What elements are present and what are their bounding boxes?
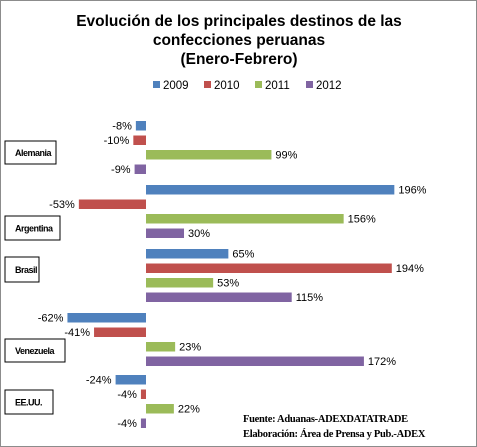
data-label-eeuu-2009: -24% [86,375,112,387]
category-box-brasil [4,256,40,283]
bar-venezuela-2012 [146,356,364,366]
category-label-brasil: Brasil [15,265,37,275]
bar-eeuu-2011 [146,404,174,414]
data-label-venezuela-2012: 172% [368,356,396,368]
data-label-venezuela-2011: 23% [179,342,201,354]
data-label-alemania-2010: -10% [104,135,130,147]
legend-label-2009: 2009 [163,80,189,92]
data-label-brasil-2012: 115% [296,292,324,304]
legend-swatch-2012 [306,81,313,88]
category-label-alemania: Alemania [15,148,53,158]
bar-brasil-2011 [146,278,214,288]
data-label-venezuela-2009: -62% [38,313,64,325]
data-label-brasil-2009: 65% [232,249,254,261]
chart-title-line-1: Evolución de los principales destinos de… [76,13,402,30]
source-line-1: Fuente: Aduanas-ADEXDATATRADE [243,414,408,425]
category-box-venezuela [4,338,66,363]
category-label-venezuela: Venezuela [15,346,56,356]
bar-argentina-2009 [146,185,395,195]
legend-swatch-2009 [153,81,160,88]
bar-eeuu-2012 [140,418,146,428]
legend-swatch-2011 [255,81,262,88]
bar-argentina-2011 [146,214,344,224]
bar-venezuela-2011 [146,342,176,352]
bar-brasil-2010 [146,263,392,273]
bars-group [67,121,395,428]
bar-alemania-2010 [133,135,146,145]
data-label-argentina-2012: 30% [188,228,210,240]
data-label-alemania-2009: -8% [112,121,132,133]
bar-alemania-2012 [134,164,146,174]
bar-alemania-2009 [135,121,146,131]
bar-venezuela-2010 [94,327,146,337]
source-line-2: Elaboración: Área de Prensa y Pub.-ADEX [243,428,426,440]
category-labels-group: Alemania Argentina Brasil Venezuela EE.UU. [4,140,66,415]
legend: 2009 2010 2011 2012 [153,80,342,92]
bar-argentina-2012 [146,228,185,238]
data-label-alemania-2011: 99% [275,150,297,162]
data-label-eeuu-2012: -4% [117,418,137,430]
data-label-argentina-2010: -53% [49,199,75,211]
category-label-argentina: Argentina [15,224,54,234]
data-label-eeuu-2011: 22% [178,404,200,416]
bar-venezuela-2009 [67,313,146,323]
legend-label-2011: 2011 [265,80,290,92]
bar-brasil-2012 [146,292,292,302]
chart-title-line-2: confecciones peruanas [153,32,325,49]
source-note: Fuente: Aduanas-ADEXDATATRADE Elaboració… [243,414,426,440]
data-label-brasil-2011: 53% [217,278,239,290]
legend-swatch-2010 [204,81,211,88]
data-label-eeuu-2010: -4% [117,389,137,401]
bar-alemania-2011 [146,150,272,160]
category-box-eeuu [4,389,54,415]
legend-label-2010: 2010 [214,80,240,92]
data-label-venezuela-2010: -41% [64,327,90,339]
category-box-argentina [4,215,61,241]
bar-brasil-2009 [146,249,229,259]
chart-title-line-3: (Enero-Febrero) [180,51,297,68]
data-label-brasil-2010: 194% [396,263,424,275]
data-label-argentina-2009: 196% [398,185,426,197]
bar-eeuu-2009 [115,375,146,385]
chart-title: Evolución de los principales destinos de… [76,13,402,68]
category-label-eeuu: EE.UU. [15,398,42,408]
bar-eeuu-2010 [140,389,146,399]
category-box-alemania [4,140,57,165]
data-labels-group: -8% -10% 99% -9% 196% -53% 156% 30% 65% 194% 53% 11… [38,121,427,431]
legend-label-2012: 2012 [316,80,342,92]
data-label-argentina-2011: 156% [348,214,376,226]
data-label-alemania-2012: -9% [111,164,131,176]
bar-argentina-2010 [78,199,146,209]
